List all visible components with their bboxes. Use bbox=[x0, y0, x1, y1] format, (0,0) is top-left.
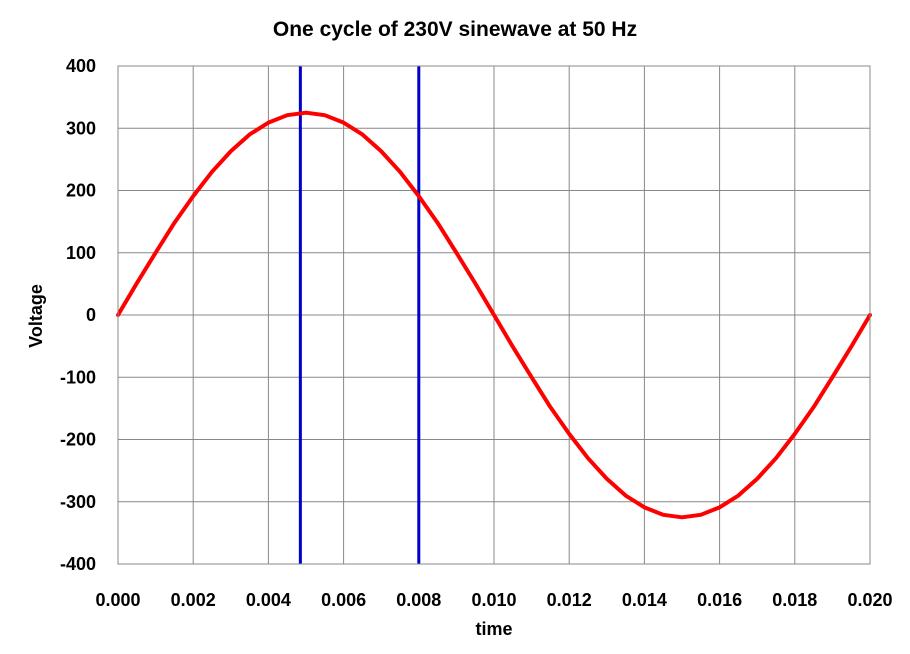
plot-area-frame bbox=[117, 65, 871, 565]
x-tick-label: 0.006 bbox=[321, 590, 366, 610]
x-tick-label: 0.012 bbox=[547, 590, 592, 610]
x-tick-label: 0.020 bbox=[847, 590, 892, 610]
series-line bbox=[116, 110, 872, 520]
y-axis-label: Voltage bbox=[26, 284, 46, 348]
y-tick-label: -200 bbox=[60, 430, 96, 450]
x-tick-label: 0.004 bbox=[246, 590, 291, 610]
x-tick-label: 0.014 bbox=[622, 590, 667, 610]
y-tick-label: 400 bbox=[66, 56, 96, 76]
y-tick-label: -400 bbox=[60, 554, 96, 574]
y-tick-label: -300 bbox=[60, 492, 96, 512]
x-tick-label: 0.018 bbox=[772, 590, 817, 610]
y-tick-label: 0 bbox=[86, 305, 96, 325]
x-axis-label: time bbox=[475, 619, 512, 639]
x-tick-label: 0.016 bbox=[697, 590, 742, 610]
y-tick-label: -100 bbox=[60, 367, 96, 387]
marker-lines bbox=[298, 66, 421, 564]
x-tick-label: 0.008 bbox=[396, 590, 441, 610]
y-tick-label: 200 bbox=[66, 181, 96, 201]
y-tick-label: 100 bbox=[66, 243, 96, 263]
y-tick-label: 300 bbox=[66, 118, 96, 138]
x-tick-label: 0.000 bbox=[95, 590, 140, 610]
x-tick-label: 0.010 bbox=[471, 590, 516, 610]
series-layer bbox=[116, 110, 872, 520]
x-axis-ticks: 0.000 0.002 0.004 0.006 0.008 0.010 0.012 0.014… bbox=[95, 590, 892, 610]
x-tick-label: 0.002 bbox=[171, 590, 216, 610]
y-axis-ticks: 400 300 200 100 0 -100 -200 -300 -400 bbox=[60, 56, 96, 574]
chart-title: One cycle of 230V sinewave at 50 Hz bbox=[273, 18, 637, 41]
